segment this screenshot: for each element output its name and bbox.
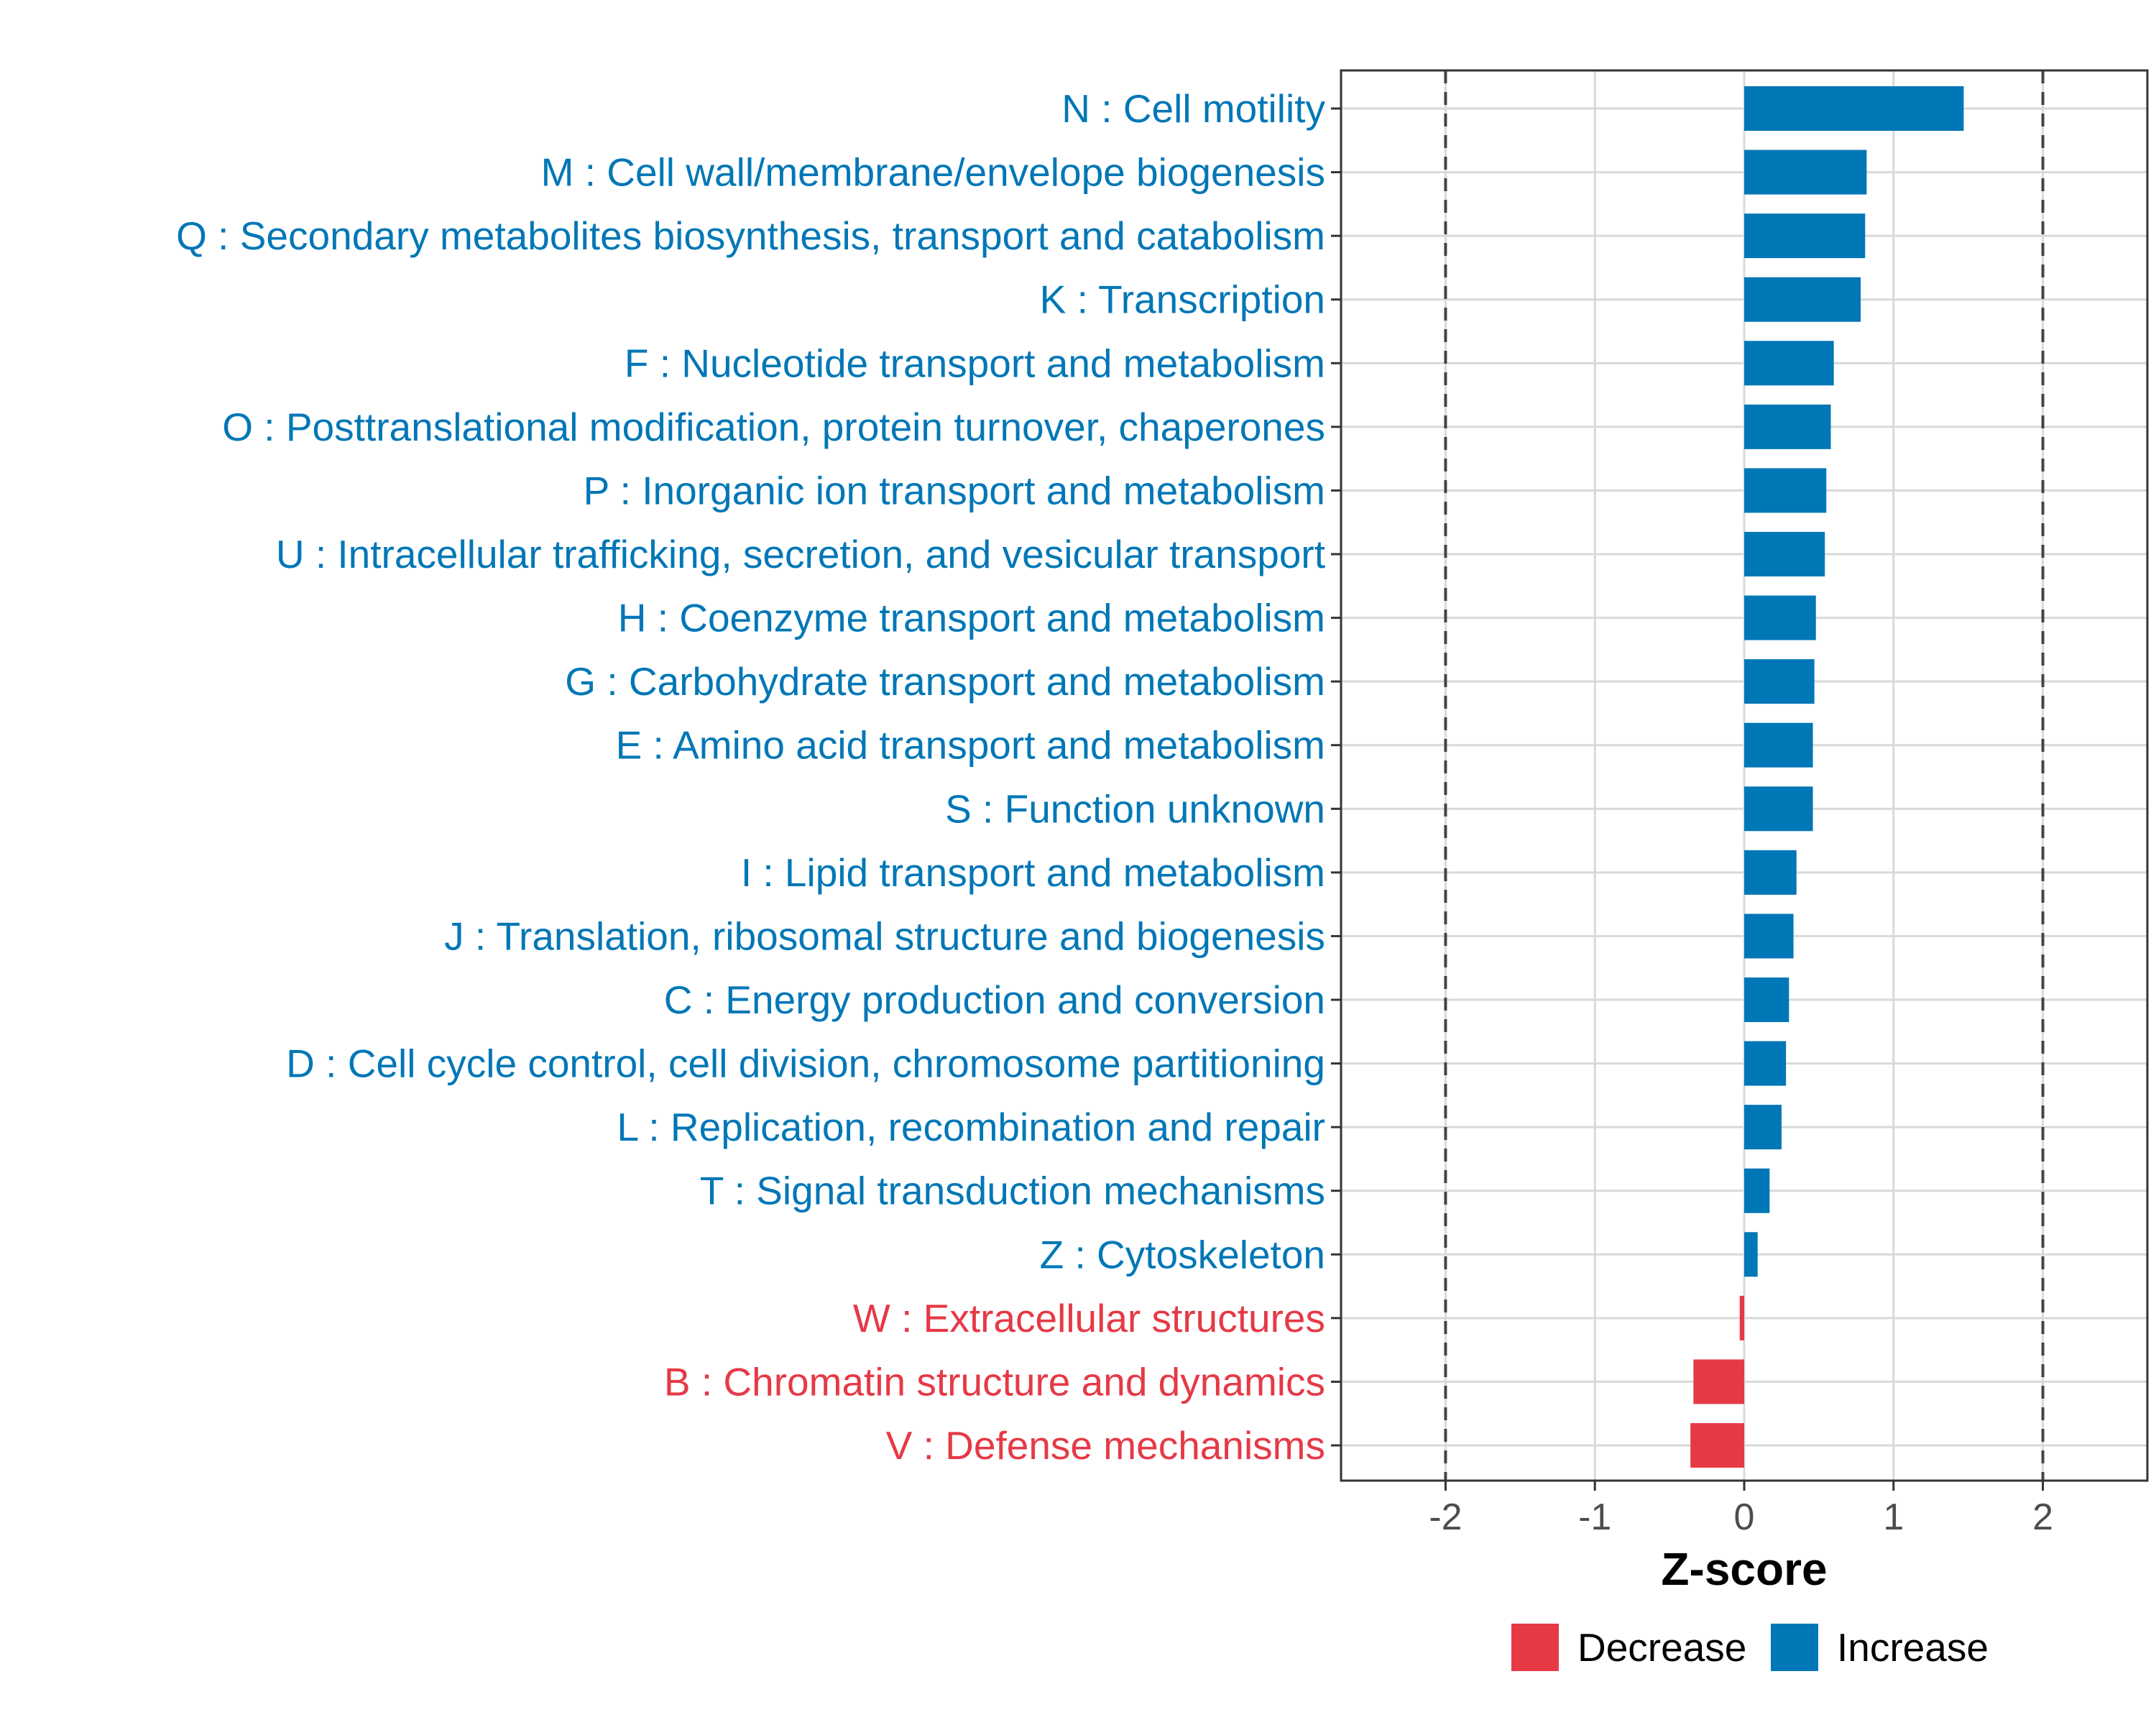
bar (1744, 150, 1867, 195)
bar (1693, 1359, 1744, 1404)
legend-swatch (1511, 1624, 1559, 1671)
bar (1744, 86, 1964, 131)
bar (1744, 1041, 1787, 1086)
bar (1744, 341, 1834, 386)
y-tick-label: D : Cell cycle control, cell division, c… (286, 1041, 1325, 1086)
y-tick-label: M : Cell wall/membrane/envelope biogenes… (541, 150, 1325, 195)
y-tick-label: S : Function unknown (945, 786, 1325, 831)
y-tick-label: O : Posttranslational modification, prot… (222, 405, 1325, 449)
y-tick-label: N : Cell motility (1061, 86, 1325, 131)
y-tick-label: P : Inorganic ion transport and metaboli… (584, 468, 1325, 512)
y-tick-label: U : Intracellular trafficking, secretion… (276, 532, 1325, 576)
x-tick-label: -1 (1578, 1496, 1611, 1538)
x-tick-label: 0 (1734, 1496, 1755, 1538)
legend-label: Decrease (1577, 1625, 1746, 1670)
bar (1744, 1232, 1758, 1277)
x-tick-label: 1 (1883, 1496, 1904, 1538)
y-tick-label: C : Energy production and conversion (664, 978, 1325, 1022)
y-tick-label: G : Carbohydrate transport and metabolis… (565, 659, 1325, 704)
bar (1744, 468, 1827, 513)
bar (1744, 213, 1866, 259)
bar (1744, 978, 1789, 1022)
bar (1744, 532, 1825, 576)
bar (1744, 277, 1861, 322)
legend-item-decrease: Decrease (1511, 1624, 1746, 1671)
reference-lines (1444, 70, 2045, 1481)
x-tick-label: -2 (1429, 1496, 1462, 1538)
y-tick-label: B : Chromatin structure and dynamics (664, 1359, 1325, 1404)
x-axis: -2 -1 0 1 2 (1429, 1481, 2053, 1538)
y-axis: N : Cell motility M : Cell wall/membrane/… (176, 86, 1341, 1468)
y-tick-label: W : Extracellular structures (853, 1296, 1325, 1340)
bar (1744, 1105, 1782, 1150)
legend-swatch (1771, 1624, 1818, 1671)
bar (1744, 1168, 1770, 1213)
bars (1690, 86, 1964, 1468)
y-tick-label: Q : Secondary metabolites biosynthesis, … (176, 213, 1325, 258)
y-tick-label: I : Lipid transport and metabolism (741, 850, 1325, 895)
x-axis-title: Z-score (1661, 1543, 1827, 1595)
bar (1744, 595, 1816, 640)
bar (1744, 659, 1815, 704)
y-tick-label: Z : Cytoskeleton (1040, 1232, 1325, 1276)
bar (1744, 404, 1831, 449)
bar (1744, 786, 1813, 832)
y-tick-label: V : Defense mechanisms (886, 1423, 1325, 1468)
legend-item-increase: Increase (1771, 1624, 1989, 1671)
y-tick-label: E : Amino acid transport and metabolism (616, 723, 1325, 768)
y-tick-label: H : Coenzyme transport and metabolism (618, 596, 1325, 640)
bar (1744, 914, 1794, 959)
bar (1739, 1295, 1744, 1340)
bar (1744, 850, 1797, 895)
y-tick-label: F : Nucleotide transport and metabolism (625, 341, 1325, 385)
x-tick-label: 2 (2032, 1496, 2053, 1538)
bar (1690, 1423, 1744, 1468)
y-tick-label: K : Transcription (1040, 277, 1325, 322)
legend: Decrease Increase (1511, 1624, 1989, 1671)
legend-label: Increase (1837, 1625, 1989, 1670)
bar (1744, 722, 1813, 768)
y-tick-label: J : Translation, ribosomal structure and… (444, 914, 1325, 958)
y-tick-label: L : Replication, recombination and repai… (617, 1105, 1325, 1149)
y-tick-label: T : Signal transduction mechanisms (700, 1169, 1325, 1213)
